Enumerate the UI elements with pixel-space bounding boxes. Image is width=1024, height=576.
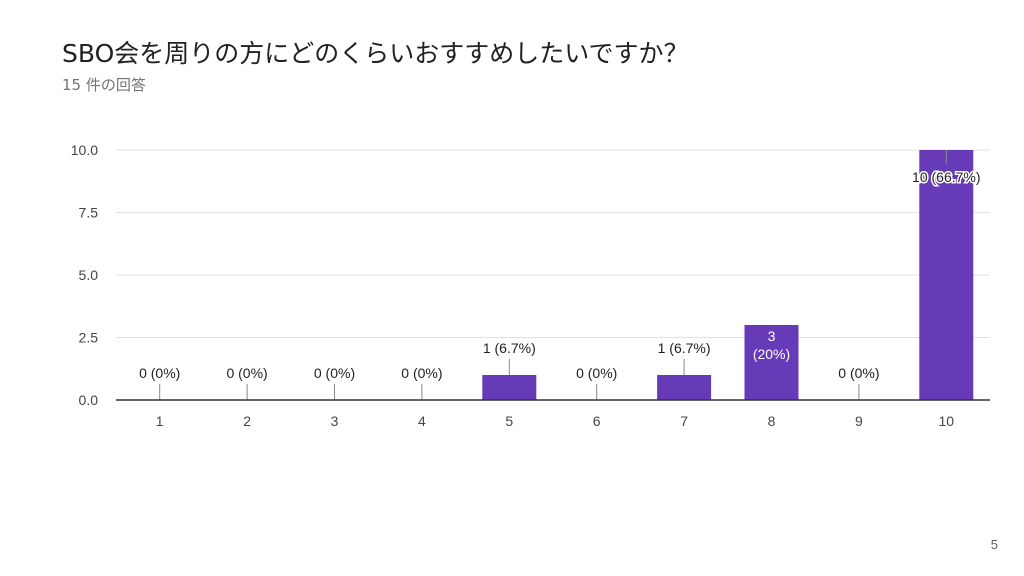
data-label: (20%): [753, 346, 790, 362]
x-tick-label: 4: [418, 413, 426, 429]
bar: [744, 325, 799, 400]
page-number: 5: [990, 537, 998, 552]
data-label: 0 (0%): [401, 365, 442, 381]
x-tick-label: 7: [680, 413, 688, 429]
x-tick-label: 6: [593, 413, 601, 429]
response-count: 15 件の回答: [62, 76, 146, 94]
y-tick-label: 10.0: [71, 142, 98, 158]
bar: [919, 150, 974, 400]
bar: [482, 375, 537, 400]
data-label: 10 (66.7%): [912, 169, 980, 185]
data-label: 0 (0%): [226, 365, 267, 381]
data-label: 1 (6.7%): [658, 340, 711, 356]
x-tick-label: 8: [768, 413, 776, 429]
data-label: 0 (0%): [576, 365, 617, 381]
data-label: 3: [768, 328, 776, 344]
data-label: 0 (0%): [838, 365, 879, 381]
page-title: SBO会を周りの方にどのくらいおすすめしたいですか？: [62, 39, 689, 68]
x-tick-label: 1: [156, 413, 164, 429]
data-label: 0 (0%): [314, 365, 355, 381]
y-tick-label: 0.0: [79, 392, 99, 408]
x-tick-label: 10: [939, 413, 955, 429]
y-tick-label: 7.5: [79, 205, 99, 221]
data-label: 0 (0%): [139, 365, 180, 381]
y-tick-label: 2.5: [79, 330, 99, 346]
bar: [657, 375, 712, 400]
x-tick-label: 5: [505, 413, 513, 429]
x-tick-label: 3: [331, 413, 339, 429]
x-tick-label: 9: [855, 413, 863, 429]
x-tick-label: 2: [243, 413, 251, 429]
y-tick-label: 5.0: [79, 267, 99, 283]
data-label: 1 (6.7%): [483, 340, 536, 356]
